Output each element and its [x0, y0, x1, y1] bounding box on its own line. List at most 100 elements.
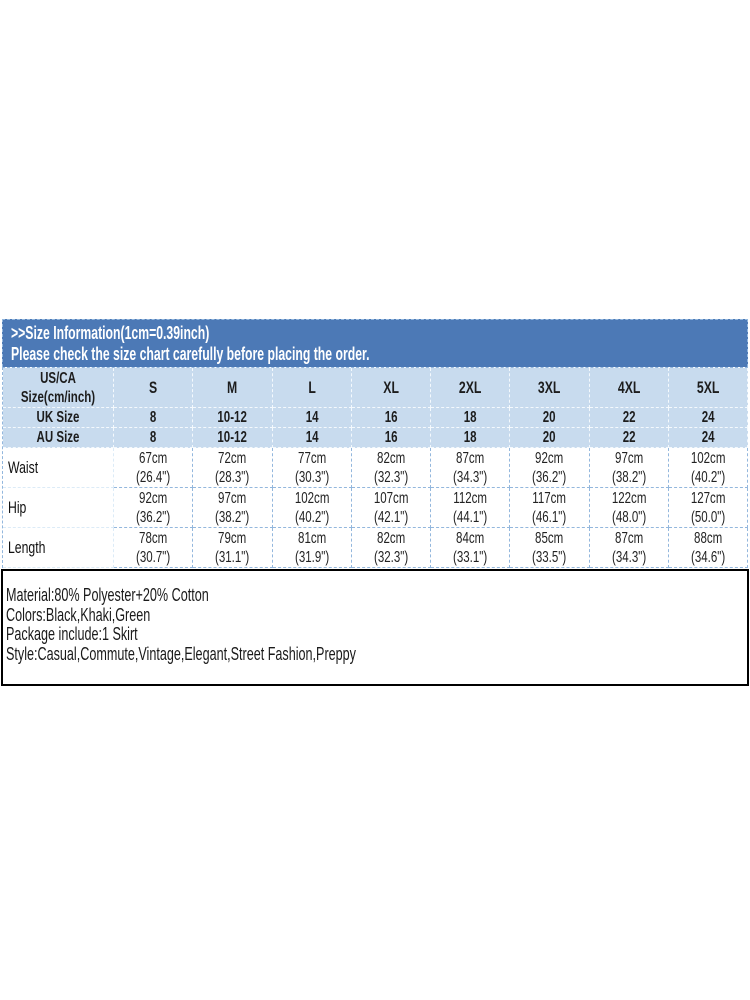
size-value-cell: 14 [272, 408, 352, 428]
size-row-label-text: AU Size [36, 429, 80, 446]
size-value-cell: 20 [510, 428, 590, 448]
inch-value: (26.4") [136, 468, 171, 486]
size-value-text: 14 [305, 429, 319, 446]
measurement-value-cell: 77cm (30.3") [272, 448, 352, 488]
size-value-text: 8 [149, 429, 157, 446]
corner-header-cell: US/CA Size(cm/inch) [3, 368, 114, 408]
size-standard-row: AU Size 8 10-12 14 16 18 20 22 24 [3, 428, 748, 448]
measurement-label-text: Waist [8, 458, 39, 477]
product-info-box: Material:80% Polyester+20% Cotton Colors… [1, 569, 749, 686]
measurement-label-text: Length [8, 538, 46, 557]
measurement-value-cell: 112cm (44.1") [431, 488, 511, 528]
cm-value: 88cm [693, 529, 722, 547]
column-header-5xl: 5XL [668, 368, 748, 408]
banner-title: >>Size Information(1cm=0.39inch) [11, 323, 210, 343]
measurement-value-cell: 97cm (38.2") [193, 488, 273, 528]
size-value-text: 10-12 [217, 409, 248, 426]
product-material-line: Material:80% Polyester+20% Cotton [6, 585, 209, 605]
banner-subtitle: Please check the size chart carefully be… [11, 344, 370, 364]
cm-value: 92cm [535, 449, 564, 467]
cm-value: 107cm [373, 489, 409, 507]
size-value-cell: 22 [589, 428, 669, 448]
measurement-value-cell: 85cm (33.5") [510, 528, 590, 568]
measurement-value-cell: 102cm (40.2") [272, 488, 352, 528]
size-value-text: 8 [149, 409, 157, 426]
size-value-cell: 10-12 [193, 408, 273, 428]
cm-value: 77cm [297, 449, 326, 467]
size-value-cell: 8 [114, 428, 194, 448]
size-value-cell: 8 [114, 408, 194, 428]
size-value-cell: 22 [589, 408, 669, 428]
product-colors-line: Colors:Black,Khaki,Green [6, 604, 151, 625]
size-value-text: 20 [542, 409, 556, 426]
size-table: US/CA Size(cm/inch) S M L XL 2XL 3XL 4XL 5XL UK S… [2, 367, 748, 568]
column-header-text: XL [383, 378, 399, 397]
inch-value: (28.3") [215, 468, 250, 486]
column-header-l: L [272, 368, 352, 408]
size-standard-row: UK Size 8 10-12 14 16 18 20 22 24 [3, 408, 748, 428]
inch-value: (36.2") [136, 508, 171, 526]
measurement-row-label: Waist [3, 448, 114, 488]
measurement-value-cell: 72cm (28.3") [193, 448, 273, 488]
inch-value: (38.2") [215, 508, 250, 526]
size-value-cell: 14 [272, 428, 352, 448]
inch-value: (30.7") [136, 548, 171, 566]
size-value-text: 18 [463, 409, 477, 426]
inch-value: (48.0") [611, 508, 646, 526]
product-style-line: Style:Casual,Commute,Vintage,Elegant,Str… [6, 643, 356, 664]
cm-value: 122cm [611, 489, 646, 507]
inch-value: (44.1") [453, 508, 488, 526]
cm-value: 127cm [690, 489, 726, 507]
cm-value: 102cm [294, 489, 329, 507]
size-value-text: 10-12 [217, 429, 248, 446]
inch-value: (40.2") [690, 468, 725, 486]
column-header-text: 3XL [538, 378, 561, 397]
inch-value: (31.1") [215, 548, 250, 566]
inch-value: (46.1") [532, 508, 567, 526]
cm-value: 78cm [139, 529, 168, 547]
column-header-text: 4XL [617, 378, 640, 397]
inch-value: (34.3") [611, 548, 646, 566]
column-header-4xl: 4XL [589, 368, 669, 408]
measurement-value-cell: 82cm (32.3") [351, 448, 431, 488]
column-header-text: M [227, 378, 238, 397]
measurement-row: Waist 67cm (26.4") 72cm (28.3") 77cm (30.3") 82… [3, 448, 748, 488]
cm-value: 82cm [376, 529, 405, 547]
measurement-value-cell: 67cm (26.4") [114, 448, 194, 488]
size-table-header-row: US/CA Size(cm/inch) S M L XL 2XL 3XL 4XL 5XL [3, 368, 748, 408]
measurement-value-cell: 88cm (34.6") [668, 528, 748, 568]
inch-value: (40.2") [294, 508, 329, 526]
measurement-value-cell: 92cm (36.2") [114, 488, 194, 528]
column-header-m: M [193, 368, 273, 408]
column-header-text: S [149, 378, 158, 397]
inch-value: (31.9") [294, 548, 329, 566]
measurement-value-cell: 92cm (36.2") [510, 448, 590, 488]
size-value-cell: 10-12 [193, 428, 273, 448]
inch-value: (38.2") [611, 468, 646, 486]
measurement-row-label: Length [3, 528, 114, 568]
measurement-value-cell: 81cm (31.9") [272, 528, 352, 568]
inch-value: (36.2") [532, 468, 567, 486]
column-header-text: 5XL [696, 378, 720, 397]
measurement-value-cell: 102cm (40.2") [668, 448, 748, 488]
inch-value: (34.3") [453, 468, 488, 486]
column-header-text: 2XL [458, 378, 482, 397]
cm-value: 67cm [139, 449, 168, 467]
measurement-value-cell: 122cm (48.0") [589, 488, 669, 528]
measurement-value-cell: 87cm (34.3") [431, 448, 511, 488]
size-row-label: UK Size [3, 408, 114, 428]
inch-value: (32.3") [373, 548, 408, 566]
size-info-banner: >>Size Information(1cm=0.39inch) Please … [2, 319, 748, 367]
inch-value: (33.1") [453, 548, 488, 566]
size-value-text: 24 [701, 409, 715, 426]
column-header-2xl: 2XL [431, 368, 511, 408]
cm-value: 81cm [297, 529, 326, 547]
cm-value: 117cm [532, 489, 567, 507]
cm-value: 82cm [376, 449, 405, 467]
size-value-text: 16 [384, 409, 398, 426]
measurement-value-cell: 84cm (33.1") [431, 528, 511, 568]
inch-value: (50.0") [690, 508, 725, 526]
size-value-cell: 18 [431, 408, 511, 428]
cm-value: 87cm [614, 529, 643, 547]
cm-value: 84cm [456, 529, 485, 547]
